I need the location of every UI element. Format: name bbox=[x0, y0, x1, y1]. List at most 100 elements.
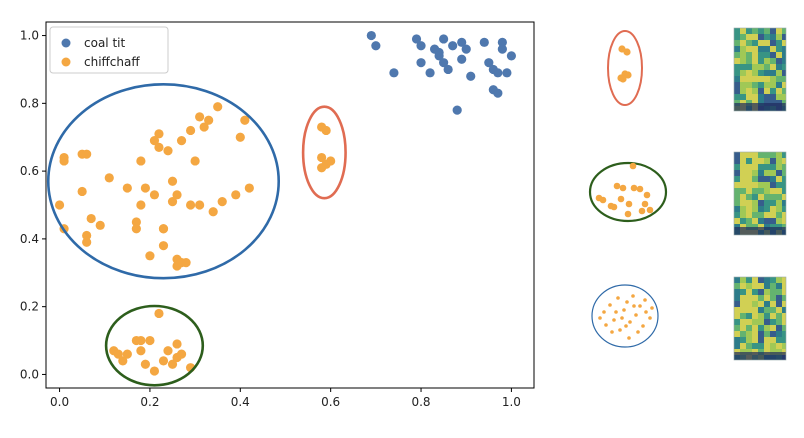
spectrogram-cell bbox=[776, 82, 782, 88]
chiffchaff-point bbox=[158, 241, 169, 251]
coal-tit-point bbox=[416, 58, 426, 68]
spectrogram-cell bbox=[740, 52, 746, 58]
spectrogram-thumbnail-1 bbox=[733, 27, 787, 112]
chiffchaff-point bbox=[77, 186, 87, 197]
legend-label-chiffchaff: chiffchaff bbox=[84, 55, 140, 69]
mini-green-point bbox=[619, 184, 627, 192]
spectrogram-cell bbox=[734, 58, 740, 64]
spectrogram-cell bbox=[752, 182, 758, 188]
spectrogram-cell bbox=[758, 212, 764, 218]
chiffchaff-point bbox=[122, 183, 132, 193]
legend: coal tit chiffchaff bbox=[49, 26, 169, 74]
spectrogram-cell bbox=[770, 295, 776, 301]
spectrogram-cell bbox=[746, 182, 752, 188]
mini-blue-point bbox=[608, 303, 612, 307]
coal-tit-point bbox=[434, 51, 444, 61]
chiffchaff-point bbox=[190, 156, 200, 166]
spectrogram-cell bbox=[746, 52, 752, 58]
spectrogram-cell bbox=[752, 295, 758, 301]
mini-green-point bbox=[638, 207, 646, 215]
spectrogram-base bbox=[734, 103, 786, 111]
spectrogram-cell bbox=[752, 82, 758, 88]
spectrogram-cell bbox=[782, 331, 786, 337]
spectrogram-cell bbox=[782, 188, 786, 194]
spectrogram-cell bbox=[782, 94, 786, 100]
spectrogram-cell bbox=[770, 34, 776, 40]
spectrogram-cell bbox=[782, 182, 786, 188]
spectrogram-cell bbox=[746, 46, 752, 52]
mini-blue-point bbox=[602, 310, 606, 314]
side-panels bbox=[588, 27, 787, 361]
spectrogram-cell bbox=[776, 289, 782, 295]
spectrogram-cell bbox=[740, 188, 746, 194]
coal-tit-point bbox=[493, 68, 503, 78]
coal-tit-point bbox=[439, 58, 449, 68]
spectrogram-cell bbox=[782, 164, 786, 170]
spectrogram-cell bbox=[752, 164, 758, 170]
spectrogram-cell bbox=[764, 194, 770, 200]
spectrogram-cell bbox=[734, 343, 740, 349]
spectrogram-cell bbox=[770, 164, 776, 170]
spectrogram-cell bbox=[764, 176, 770, 182]
blue-ellipse bbox=[46, 83, 281, 280]
spectrogram-cell bbox=[782, 70, 786, 76]
spectrogram-cell bbox=[734, 182, 740, 188]
spectrogram-cell bbox=[776, 218, 782, 224]
spectrogram-cell bbox=[740, 319, 746, 325]
spectrogram-cell bbox=[758, 34, 764, 40]
spectrogram-cell bbox=[734, 337, 740, 343]
mini-green-point bbox=[624, 210, 632, 218]
spectrogram-cell bbox=[746, 40, 752, 46]
spectrogram-cell bbox=[764, 218, 770, 224]
spectrogram-cell bbox=[758, 206, 764, 212]
spectrogram-cell bbox=[770, 212, 776, 218]
spectrogram-cell bbox=[740, 46, 746, 52]
spectrogram-cell bbox=[740, 152, 746, 158]
chiffchaff-point bbox=[158, 356, 169, 366]
spectrogram-cell bbox=[740, 343, 746, 349]
chiffchaff-point bbox=[163, 346, 173, 356]
spectrogram-cell bbox=[770, 200, 776, 206]
spectrogram-cell bbox=[758, 337, 764, 343]
spectrogram-cell bbox=[758, 70, 764, 76]
spectrogram-cell bbox=[740, 64, 746, 70]
spectrogram-cell bbox=[770, 289, 776, 295]
spectrogram-cell bbox=[782, 58, 786, 64]
chiffchaff-point bbox=[158, 224, 169, 234]
spectrogram-cell bbox=[734, 28, 740, 34]
spectrogram-cell bbox=[776, 70, 782, 76]
mini-blue-point bbox=[598, 316, 602, 320]
chiffchaff-point bbox=[54, 200, 65, 210]
chiffchaff-point bbox=[199, 122, 209, 132]
spectrogram-cell bbox=[776, 337, 782, 343]
spectrogram-cell bbox=[770, 277, 776, 283]
spectrogram-cell bbox=[740, 76, 746, 82]
mini-green-point bbox=[636, 185, 644, 193]
axes: 0.0 0.2 0.4 0.6 0.8 1.0 0.0 0.2 0.4 0.6 0.8 1.0 bbox=[20, 21, 535, 409]
spectrogram-cell bbox=[776, 212, 782, 218]
spectrogram-cell bbox=[776, 325, 782, 331]
spectrogram-cell bbox=[746, 343, 752, 349]
chiffchaff-point bbox=[240, 115, 250, 125]
spectrogram-cell bbox=[758, 46, 764, 52]
spectrogram-cell bbox=[776, 88, 782, 94]
mini-blue-point bbox=[612, 318, 616, 322]
coal-tit-point bbox=[366, 30, 376, 41]
spectrogram-cell bbox=[776, 331, 782, 337]
chiffchaff-point bbox=[213, 102, 223, 112]
spectrogram-cell bbox=[764, 206, 770, 212]
spectrogram-cell bbox=[776, 76, 782, 82]
mini-green-point bbox=[646, 206, 654, 214]
spectrogram-cell bbox=[746, 218, 752, 224]
spectrogram-cell bbox=[764, 313, 770, 319]
spectrogram-cell bbox=[734, 64, 740, 70]
spectrogram-cell bbox=[746, 88, 752, 94]
spectrogram-cell bbox=[752, 188, 758, 194]
spectrogram-cell bbox=[782, 52, 786, 58]
chiffchaff-point bbox=[104, 173, 114, 183]
spectrogram-cell bbox=[740, 28, 746, 34]
spectrogram-cell bbox=[770, 319, 776, 325]
spectrogram-cell bbox=[740, 34, 746, 40]
plot-frame bbox=[45, 21, 535, 389]
spectrogram-cell bbox=[740, 82, 746, 88]
